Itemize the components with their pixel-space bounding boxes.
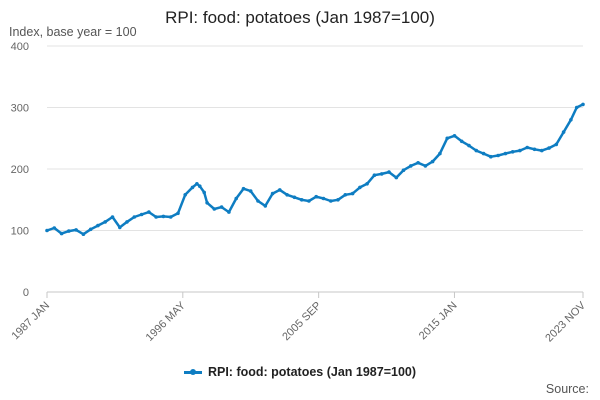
x-tick-label: 2023 NOV bbox=[543, 299, 588, 344]
x-tick-label: 1987 JAN bbox=[9, 300, 52, 343]
data-point bbox=[299, 198, 304, 202]
data-point bbox=[183, 193, 187, 197]
data-point bbox=[198, 184, 202, 188]
data-point bbox=[139, 212, 144, 217]
data-point bbox=[52, 226, 57, 230]
data-point bbox=[540, 148, 544, 153]
data-point bbox=[190, 185, 195, 190]
data-point bbox=[248, 189, 253, 193]
data-point bbox=[234, 196, 238, 201]
data-point bbox=[569, 118, 573, 122]
data-point bbox=[168, 215, 173, 219]
data-point bbox=[241, 186, 246, 191]
series-layer bbox=[45, 102, 585, 236]
data-point bbox=[125, 220, 129, 224]
data-point bbox=[219, 205, 224, 209]
data-point bbox=[307, 199, 311, 203]
data-point bbox=[452, 134, 457, 138]
data-point bbox=[416, 161, 420, 165]
data-point bbox=[329, 199, 333, 203]
data-point bbox=[227, 210, 231, 214]
data-point bbox=[343, 193, 348, 197]
data-point bbox=[59, 231, 64, 236]
data-point bbox=[292, 195, 297, 200]
data-point bbox=[147, 210, 151, 214]
y-tick-label: 300 bbox=[11, 103, 29, 115]
data-point bbox=[358, 185, 362, 190]
data-point bbox=[459, 139, 464, 144]
legend[interactable]: RPI: food: potatoes (Jan 1987=100) bbox=[0, 365, 600, 379]
data-point bbox=[110, 215, 115, 219]
data-point bbox=[387, 170, 391, 174]
data-point bbox=[314, 194, 319, 199]
data-point bbox=[445, 136, 450, 141]
data-point bbox=[154, 215, 158, 219]
data-point bbox=[67, 229, 71, 233]
data-point bbox=[336, 198, 340, 202]
data-point bbox=[379, 172, 384, 176]
data-point bbox=[532, 147, 537, 152]
data-point bbox=[561, 130, 566, 134]
data-point bbox=[474, 148, 479, 153]
data-point bbox=[256, 199, 260, 203]
data-point bbox=[510, 150, 515, 154]
data-point bbox=[96, 223, 100, 228]
data-point bbox=[350, 191, 355, 196]
x-tick-label: 2005 SEP bbox=[280, 300, 324, 344]
data-point bbox=[423, 164, 428, 168]
data-point bbox=[372, 173, 377, 177]
source-label: Source: bbox=[545, 382, 589, 396]
legend-swatch-icon bbox=[183, 369, 202, 376]
axes: 0 100 200 300 400 1987 JAN 1996 MAY 2005 SEP 201… bbox=[9, 41, 588, 344]
data-point bbox=[467, 143, 471, 148]
data-point bbox=[285, 193, 289, 197]
y-tick-label: 0 bbox=[23, 287, 29, 299]
data-point bbox=[118, 225, 122, 230]
data-point bbox=[518, 148, 522, 153]
y-tick-label: 100 bbox=[11, 226, 29, 238]
x-tick-label: 2015 JAN bbox=[417, 300, 460, 343]
data-point bbox=[81, 232, 86, 236]
data-point bbox=[45, 228, 49, 233]
data-point bbox=[202, 190, 206, 195]
data-point bbox=[547, 146, 551, 150]
data-point bbox=[481, 151, 486, 156]
data-point bbox=[554, 142, 559, 147]
data-point bbox=[496, 153, 500, 158]
data-point bbox=[88, 227, 93, 232]
y-axis-label: Index, base year = 100 bbox=[9, 25, 137, 39]
data-point bbox=[503, 151, 508, 156]
data-point bbox=[278, 188, 282, 192]
data-point bbox=[430, 159, 435, 164]
legend-label: RPI: food: potatoes (Jan 1987=100) bbox=[207, 365, 417, 379]
data-point bbox=[409, 164, 413, 168]
data-point bbox=[394, 175, 399, 180]
data-point bbox=[212, 207, 217, 211]
data-point bbox=[401, 168, 406, 172]
data-point bbox=[195, 182, 199, 186]
chart-title: RPI: food: potatoes (Jan 1987=100) bbox=[165, 8, 435, 27]
data-point bbox=[270, 191, 275, 196]
data-point bbox=[132, 215, 137, 219]
data-point bbox=[489, 154, 493, 159]
data-point bbox=[574, 105, 579, 110]
data-point bbox=[581, 102, 585, 107]
x-tick-label: 1996 MAY bbox=[144, 299, 189, 344]
data-point bbox=[205, 201, 209, 205]
data-point bbox=[74, 228, 78, 232]
data-point bbox=[438, 151, 442, 156]
data-point bbox=[103, 220, 107, 224]
data-point bbox=[321, 196, 326, 201]
grid-lines bbox=[47, 45, 583, 231]
data-point bbox=[176, 211, 180, 216]
data-point bbox=[365, 182, 369, 186]
data-point bbox=[161, 214, 166, 219]
y-tick-label: 200 bbox=[11, 164, 29, 176]
y-tick-label: 400 bbox=[11, 41, 29, 53]
data-point bbox=[263, 204, 268, 208]
data-point bbox=[525, 145, 529, 150]
